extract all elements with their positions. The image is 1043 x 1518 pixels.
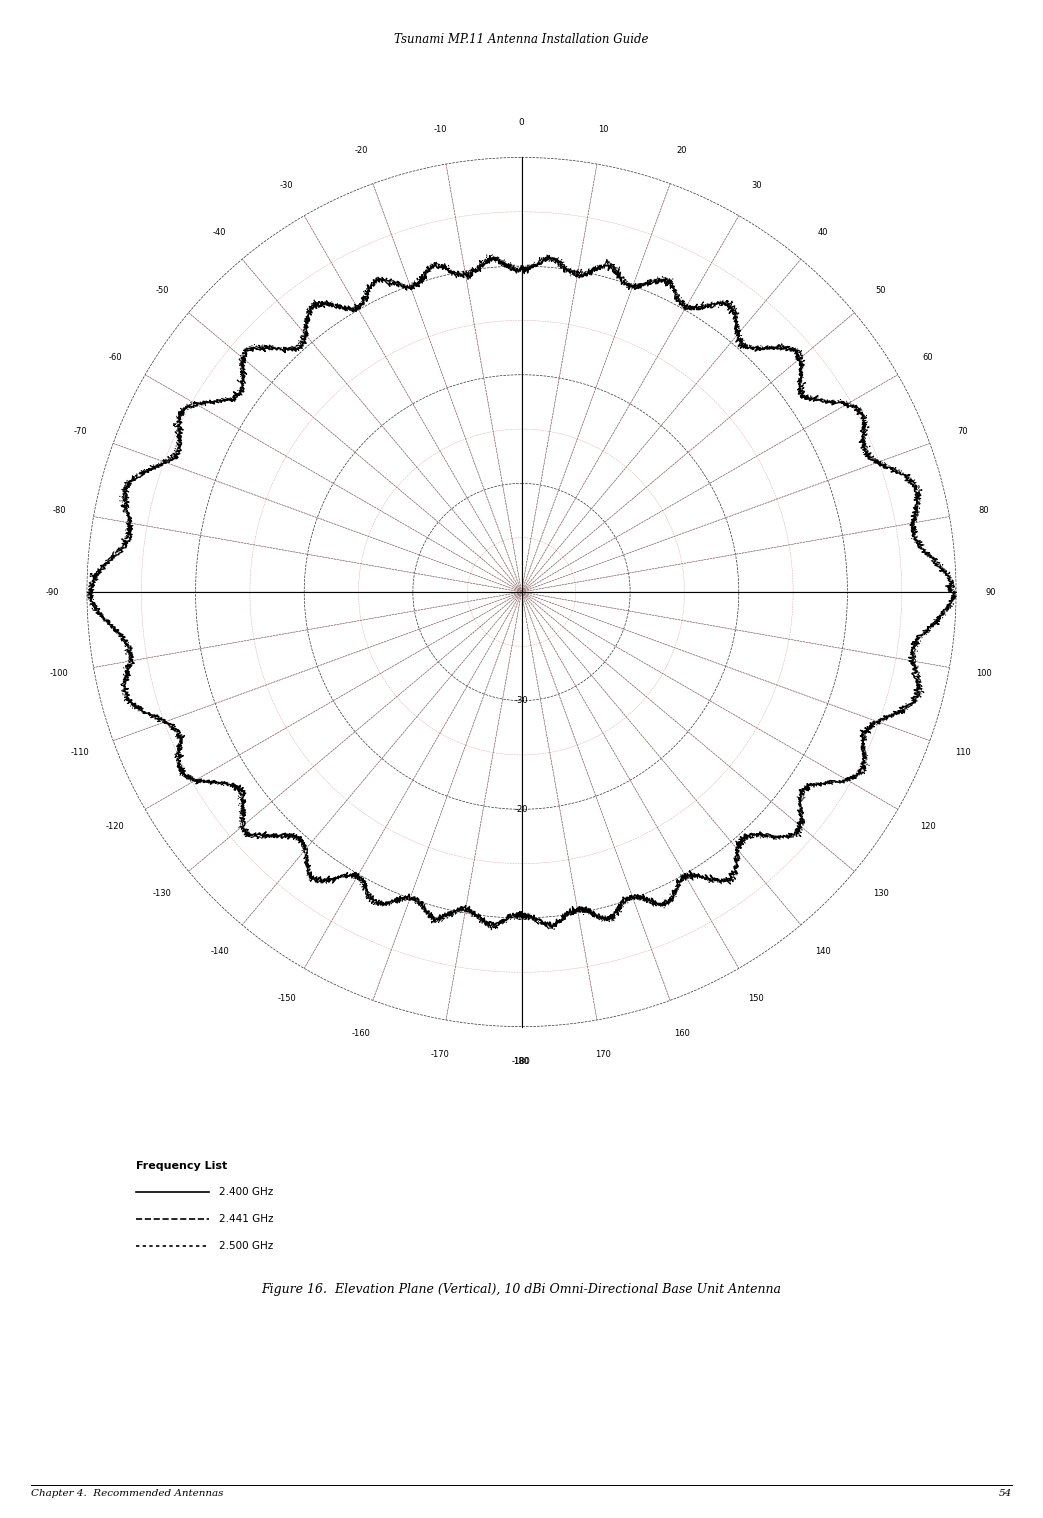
Text: -120: -120 <box>105 823 124 832</box>
Text: 2.400 GHz: 2.400 GHz <box>219 1187 273 1196</box>
Text: -110: -110 <box>71 748 90 757</box>
Text: Chapter 4.  Recommended Antennas: Chapter 4. Recommended Antennas <box>31 1489 224 1498</box>
Text: Figure 16.  Elevation Plane (Vertical), 10 dBi Omni-Directional Base Unit Antenn: Figure 16. Elevation Plane (Vertical), 1… <box>262 1283 781 1296</box>
Text: -170: -170 <box>431 1050 450 1058</box>
Text: 50: 50 <box>876 285 887 294</box>
Text: Tsunami MP.11 Antenna Installation Guide: Tsunami MP.11 Antenna Installation Guide <box>394 33 649 47</box>
Text: 180: 180 <box>513 1057 530 1066</box>
Text: 60: 60 <box>923 352 933 361</box>
Text: 0: 0 <box>518 118 525 128</box>
Text: Frequency List: Frequency List <box>136 1161 226 1172</box>
Text: 10: 10 <box>598 126 608 134</box>
Text: 130: 130 <box>873 890 889 899</box>
Text: -90: -90 <box>46 587 58 597</box>
Text: 160: 160 <box>674 1029 690 1038</box>
Text: -10: -10 <box>515 914 528 923</box>
Text: 170: 170 <box>596 1050 611 1058</box>
Text: 100: 100 <box>976 669 992 679</box>
Text: -160: -160 <box>351 1029 370 1038</box>
Text: 140: 140 <box>816 947 831 956</box>
Text: 30: 30 <box>751 181 761 190</box>
Text: 150: 150 <box>748 994 765 1003</box>
Text: 54: 54 <box>998 1489 1012 1498</box>
Text: -10: -10 <box>433 126 446 134</box>
Text: -50: -50 <box>155 285 169 294</box>
Text: 120: 120 <box>920 823 936 832</box>
Text: -70: -70 <box>74 427 88 436</box>
Text: -20: -20 <box>515 805 528 814</box>
Text: 90: 90 <box>986 587 996 597</box>
Text: -100: -100 <box>50 669 69 679</box>
Text: -140: -140 <box>211 947 229 956</box>
Text: -130: -130 <box>152 890 171 899</box>
Text: 110: 110 <box>954 748 970 757</box>
Text: -40: -40 <box>213 228 226 237</box>
Text: -150: -150 <box>277 994 296 1003</box>
Text: -30: -30 <box>280 181 294 190</box>
Text: 20: 20 <box>677 146 687 155</box>
Text: -30: -30 <box>514 697 529 704</box>
Text: -180: -180 <box>512 1057 531 1066</box>
Text: 40: 40 <box>818 228 828 237</box>
Text: 80: 80 <box>978 505 989 515</box>
Text: 2.500 GHz: 2.500 GHz <box>219 1242 273 1251</box>
Text: -60: -60 <box>108 352 122 361</box>
Text: 70: 70 <box>957 427 968 436</box>
Text: 2.441 GHz: 2.441 GHz <box>219 1214 273 1224</box>
Text: -20: -20 <box>355 146 368 155</box>
Text: -80: -80 <box>52 505 66 515</box>
